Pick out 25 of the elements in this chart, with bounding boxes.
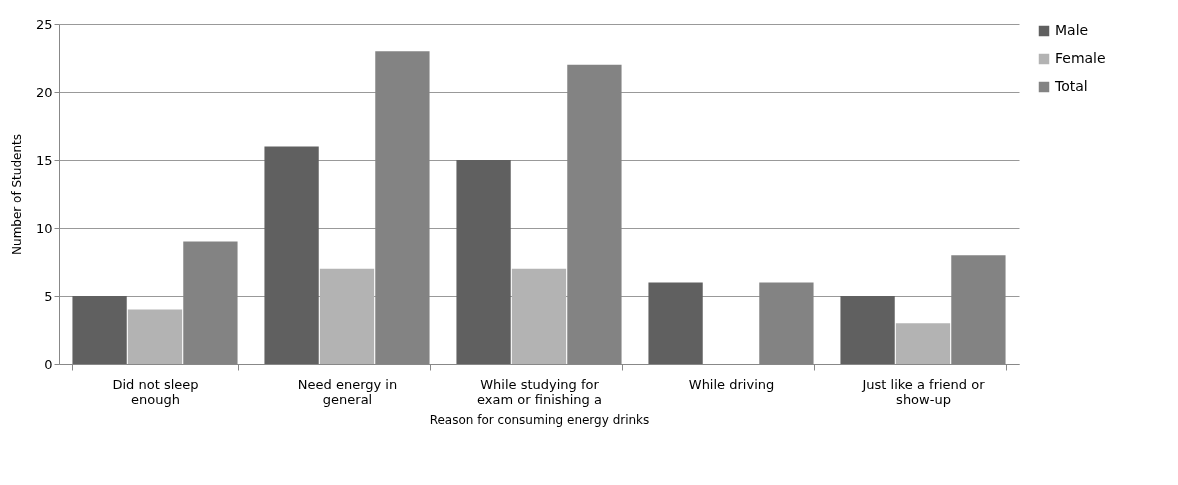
x-tick-label: Just like a friend or show-up [861,376,986,407]
x-tick-label: Need energy in general [297,376,398,407]
bar [456,160,511,364]
y-tick-label: 0 [44,356,53,372]
y-tick-label: 20 [35,84,53,100]
legend-label: Total [1054,78,1088,94]
y-tick-label: 15 [35,152,53,168]
x-axis-title: Reason for consuming energy drinks [429,412,650,427]
legend-label: Male [1055,22,1089,38]
y-axis-title: Number of Students [9,134,24,255]
bar [511,268,567,364]
bar [319,268,375,364]
bar [127,309,183,364]
x-tick-label: Did not sleep enough [112,376,199,407]
x-tick-label: While driving [688,376,775,392]
bar [648,282,703,364]
x-tick-label: While studying for exam or finishing a [477,376,602,407]
bar [264,146,319,364]
y-tick-label: 10 [35,220,53,236]
bar [895,323,951,364]
y-tick-label: 5 [44,288,53,304]
bar [72,296,127,364]
y-tick-label: 25 [35,16,53,32]
legend-label: Female [1055,50,1106,66]
bar [840,296,895,364]
